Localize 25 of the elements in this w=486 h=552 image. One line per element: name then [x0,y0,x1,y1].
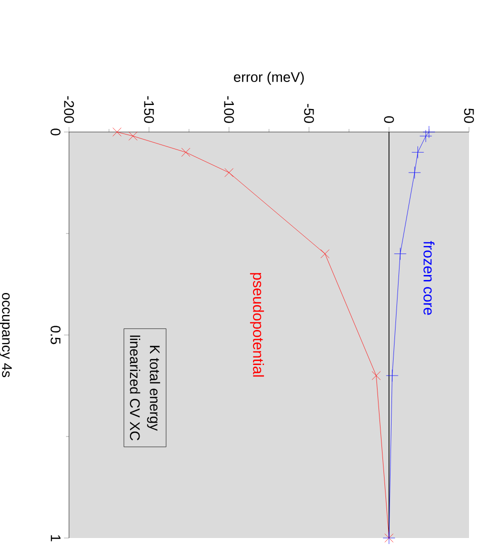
y-tick-label: 0 [50,128,60,136]
x-tick-label: 50 [464,108,474,123]
y-tick-label: 1 [50,535,60,542]
point [224,168,234,178]
point [372,371,381,380]
x-tick-label: -150 [144,96,154,123]
text: pseudopotential [250,273,264,377]
y-tick-label: 0.5 [50,326,60,344]
point [386,369,398,382]
point [412,146,424,158]
x-tick-label: -100 [224,96,234,123]
point [181,148,190,157]
x-tick-label: -50 [304,104,314,123]
point [408,166,421,179]
text: frozen core [424,241,434,315]
point [422,126,436,138]
annotation: K total energy [147,346,160,431]
point [320,249,330,258]
x-tick-label: 0 [384,116,394,123]
x-tick-label: -200 [64,96,74,123]
annotation: linearized CV XC [130,336,140,440]
point [394,248,406,260]
point [420,130,432,142]
point [128,132,138,141]
x-axis-title: error (meV) [234,72,304,85]
